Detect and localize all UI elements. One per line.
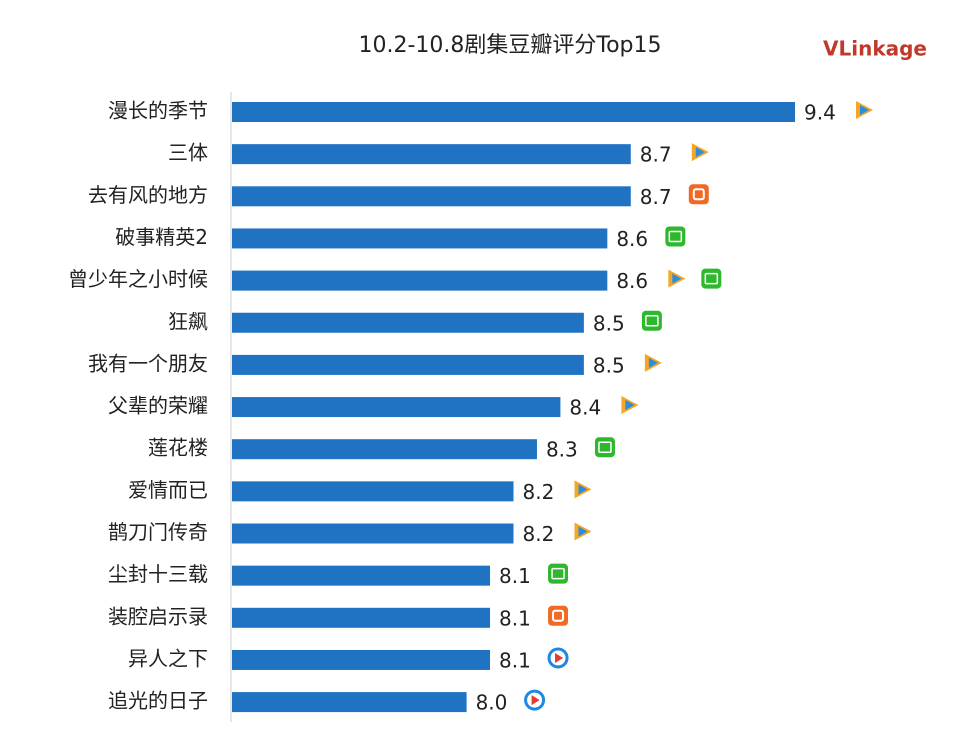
y-tick-label: 去有风的地方 [88,183,208,207]
platform-icon [856,101,873,119]
icon-shape [701,268,722,289]
bar [232,228,608,249]
icon-shape [578,526,588,537]
platform-icon [594,437,615,458]
icon-shape [555,652,564,663]
platform-icon [701,268,722,289]
icon-shape [548,563,569,584]
icon-shape [695,147,705,158]
bar [232,565,491,586]
icon-shape [552,609,565,622]
bar [232,270,608,291]
platform-icon [524,689,546,711]
icon-shape [578,484,588,495]
icon-shape [594,437,615,458]
platform-icon [688,184,709,205]
y-tick-label: 追光的日子 [108,689,208,713]
value-label: 8.2 [523,480,555,504]
bar [232,144,631,165]
bar [232,692,467,713]
y-tick-label: 破事精英2 [115,225,208,249]
value-label: 8.1 [499,606,531,630]
platform-icon [665,226,686,247]
platform-icon [574,522,592,541]
y-tick-label: 漫长的季节 [108,99,208,123]
platform-icon [668,269,686,288]
logo: VLinkage [823,37,927,61]
value-label: 8.5 [593,353,625,377]
bar [232,481,514,502]
value-label: 8.3 [546,438,578,462]
y-tick-label: 尘封十三载 [108,562,208,586]
value-label: 8.1 [499,648,531,672]
icon-shape [531,695,540,706]
value-label: 8.7 [640,143,672,167]
bar [232,102,795,122]
y-tick-label: 爱情而已 [128,478,208,502]
chart-title: 10.2-10.8剧集豆瓣评分Top15 [358,33,661,58]
icon-shape [672,273,682,284]
platform-icon [644,353,662,372]
icon-shape [625,400,635,411]
platform-icon [641,310,662,331]
y-tick-label: 鹊刀门传奇 [108,520,208,544]
value-label: 8.2 [523,522,555,546]
icon-shape [547,647,569,669]
icon-shape [551,567,565,580]
bar [232,397,561,418]
value-label: 8.5 [593,311,625,335]
bar [232,312,584,333]
y-tick-label: 异人之下 [128,646,208,670]
icon-shape [548,605,569,626]
bar [232,649,491,670]
platform-icon [621,396,639,415]
bar [232,186,631,207]
value-label: 8.6 [616,269,648,293]
platform-icon [547,647,569,669]
y-tick-label: 装腔启示录 [108,604,208,628]
y-tick-label: 三体 [168,141,208,165]
icon-shape [665,226,686,247]
icon-shape [860,105,869,115]
y-tick-label: 莲花楼 [148,436,208,460]
value-label: 8.6 [616,227,648,251]
value-label: 9.4 [804,101,836,125]
y-tick-label: 我有一个朋友 [88,351,208,375]
platform-icon [548,605,569,626]
icon-shape [692,188,705,201]
bar [232,354,584,375]
bar [232,523,514,544]
icon-shape [668,230,683,243]
value-label: 8.4 [569,396,601,420]
value-label: 8.1 [499,564,531,588]
icon-shape [645,315,659,327]
platform-icon [574,480,592,499]
icon-shape [704,272,719,285]
icon-shape [598,441,612,453]
bar [232,607,491,628]
y-tick-label: 曾少年之小时候 [68,267,208,291]
platform-icon [691,143,709,162]
icon-shape [688,184,709,205]
icon-shape [648,357,658,368]
icon-shape [641,310,662,331]
value-label: 8.0 [476,691,508,715]
y-tick-label: 父辈的荣耀 [108,394,208,418]
value-label: 8.7 [640,185,672,209]
bar [232,439,537,460]
y-tick-label: 狂飙 [168,309,208,333]
platform-icon [548,563,569,584]
icon-shape [524,689,546,711]
